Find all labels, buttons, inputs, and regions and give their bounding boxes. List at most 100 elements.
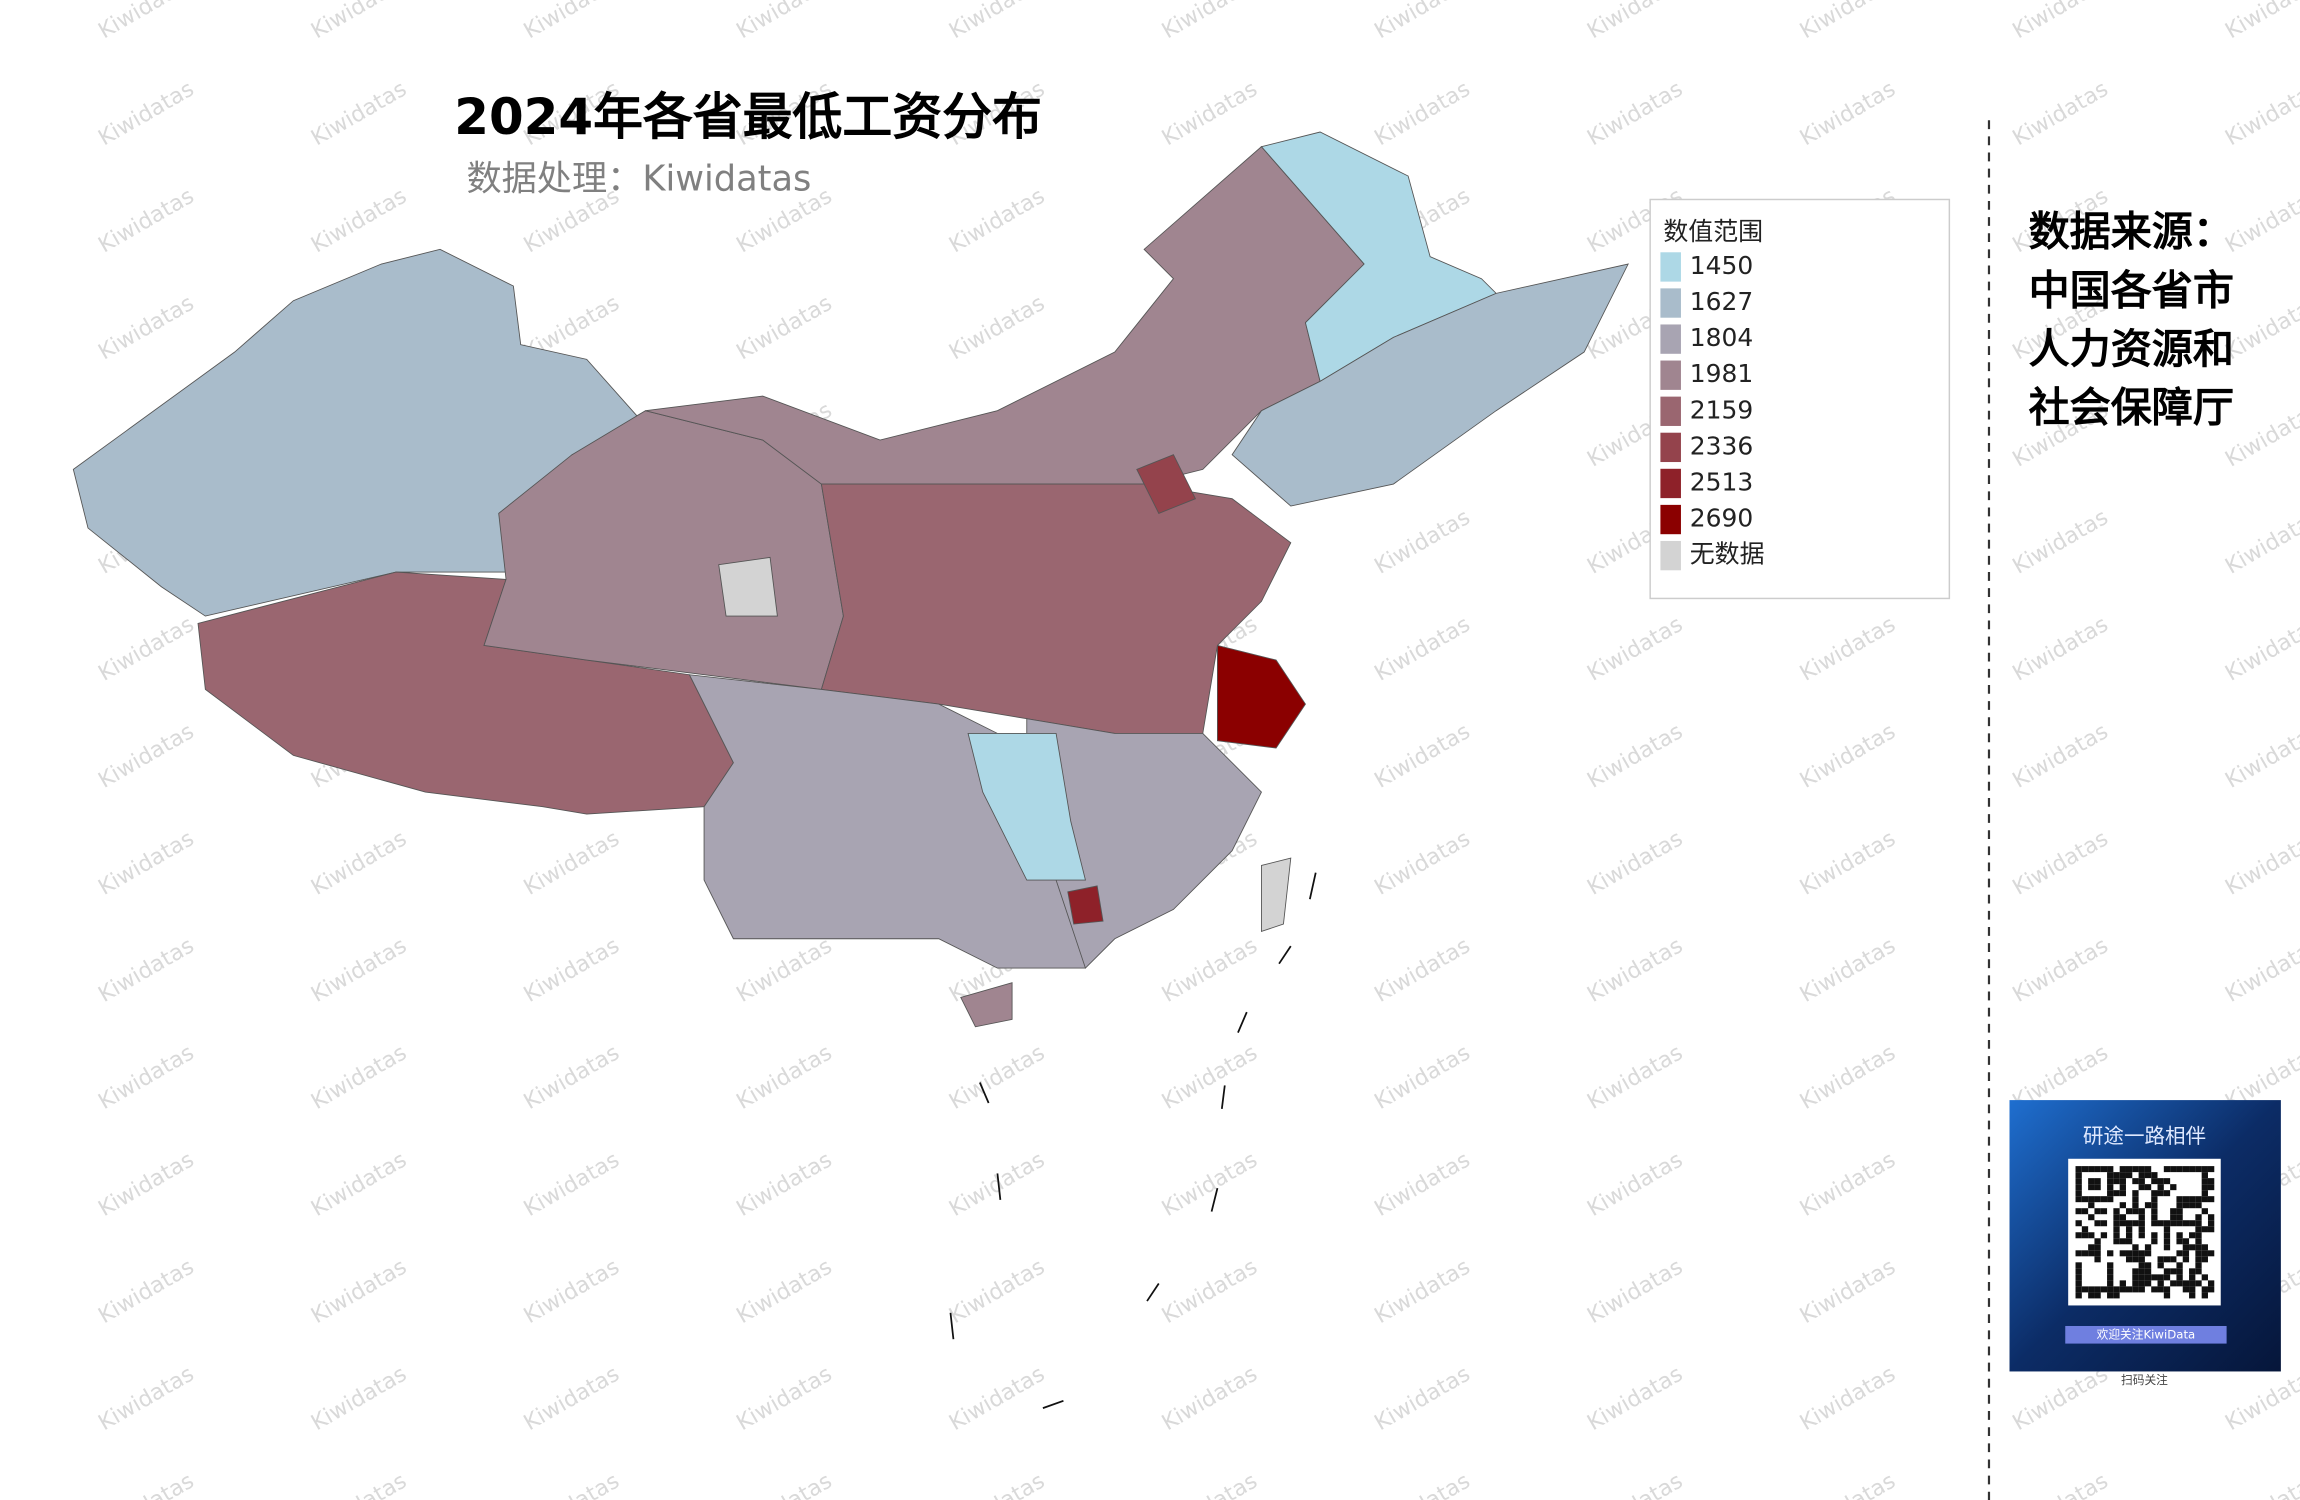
qr-cell xyxy=(2132,1280,2139,1287)
watermark: Kiwidatas xyxy=(1371,1255,1475,1329)
watermark: Kiwidatas xyxy=(1371,826,1475,900)
qr-cell xyxy=(2107,1280,2114,1287)
qr-cell xyxy=(2189,1268,2196,1275)
qr-cell xyxy=(2107,1184,2114,1191)
watermark: Kiwidatas xyxy=(1371,1147,1475,1221)
qr-cell xyxy=(2157,1256,2164,1263)
qr-cell xyxy=(2125,1172,2133,1179)
watermark: Kiwidatas xyxy=(1583,1255,1687,1329)
qr-cell xyxy=(2094,1196,2101,1203)
watermark: Kiwidatas xyxy=(94,933,198,1007)
watermark: Kiwidatas xyxy=(520,1362,624,1436)
qr-cell xyxy=(2163,1256,2171,1263)
qr-cell xyxy=(2132,1208,2139,1215)
qr-cell xyxy=(2144,1184,2152,1191)
legend-label: 无数据 xyxy=(1690,540,1765,569)
qr-cell xyxy=(2201,1286,2208,1293)
qr-cell xyxy=(2113,1286,2120,1293)
watermark: Kiwidatas xyxy=(2009,77,2113,151)
watermark: Kiwidatas xyxy=(2009,826,2113,900)
qr-cell xyxy=(2075,1232,2082,1239)
legend-swatch xyxy=(1660,468,1681,499)
qr-cell xyxy=(2075,1196,2082,1203)
qr-cell xyxy=(2176,1220,2183,1227)
qr-cell xyxy=(2195,1238,2202,1245)
region xyxy=(960,982,1013,1028)
watermark: Kiwidatas xyxy=(2221,0,2300,44)
watermark: Kiwidatas xyxy=(1583,612,1687,686)
watermark: Kiwidatas xyxy=(2221,826,2300,900)
watermark: Kiwidatas xyxy=(1796,1255,1900,1329)
qr-cell xyxy=(2195,1226,2202,1233)
qr-cell xyxy=(2113,1292,2120,1299)
watermark: Kiwidatas xyxy=(945,1255,1049,1329)
watermark: Kiwidatas xyxy=(2221,77,2300,151)
watermark: Kiwidatas xyxy=(520,826,624,900)
watermark: Kiwidatas xyxy=(2221,719,2300,793)
watermark: Kiwidatas xyxy=(94,0,198,44)
qr-cell xyxy=(2119,1184,2126,1191)
legend-label: 1981 xyxy=(1690,359,1753,388)
legend-swatch xyxy=(1660,504,1681,535)
qr-cell xyxy=(2088,1250,2095,1257)
watermark: Kiwidatas xyxy=(2221,1362,2300,1436)
qr-cell xyxy=(2151,1172,2158,1179)
watermark: Kiwidatas xyxy=(94,719,198,793)
qr-cell xyxy=(2088,1166,2095,1173)
qr-cell xyxy=(2157,1286,2164,1293)
qr-cell xyxy=(2113,1238,2120,1245)
qr-cell xyxy=(2094,1166,2101,1173)
qr-cell xyxy=(2189,1232,2196,1239)
qr-cell xyxy=(2176,1208,2183,1215)
qr-cell xyxy=(2132,1286,2139,1293)
qr-cell xyxy=(2176,1214,2183,1221)
qr-cell xyxy=(2170,1268,2177,1275)
region xyxy=(1261,857,1292,933)
qr-cell xyxy=(2144,1274,2152,1281)
qr-cell xyxy=(2088,1202,2095,1209)
watermark: Kiwidatas xyxy=(307,77,411,151)
region xyxy=(1136,454,1197,514)
qr-cell xyxy=(2176,1196,2183,1203)
watermark: Kiwidatas xyxy=(2221,505,2300,579)
region xyxy=(820,483,1292,734)
qr-cell xyxy=(2144,1172,2152,1179)
watermark: Kiwidatas xyxy=(1371,77,1475,151)
qr-cell xyxy=(2088,1196,2095,1203)
watermark: Kiwidatas xyxy=(1583,1469,1687,1500)
qr-pattern xyxy=(2075,1166,2215,1299)
watermark: Kiwidatas xyxy=(1583,1362,1687,1436)
qr-cell xyxy=(2125,1238,2133,1245)
qr-cell xyxy=(2182,1202,2190,1209)
qr-cell xyxy=(2100,1208,2108,1215)
qr-cell xyxy=(2075,1166,2082,1173)
qr-cell xyxy=(2125,1250,2133,1257)
watermark: Kiwidatas xyxy=(732,933,836,1007)
legend: 数值范围 1450 1627 1804 1981 2159 2336 2513 2690 无数据 xyxy=(1649,198,1951,600)
legend-title: 数值范围 xyxy=(1663,217,1763,246)
qr-cell xyxy=(2182,1220,2190,1227)
qr-cell xyxy=(2094,1244,2101,1251)
qr-cell xyxy=(2176,1238,2183,1245)
qr-cell xyxy=(2207,1196,2215,1203)
watermark: Kiwidatas xyxy=(94,1255,198,1329)
qr-cell xyxy=(2144,1280,2152,1287)
qr-cell xyxy=(2207,1286,2215,1293)
qr-cell xyxy=(2119,1178,2126,1185)
watermark: Kiwidatas xyxy=(1583,719,1687,793)
qr-cell xyxy=(2081,1196,2089,1203)
qr-cell xyxy=(2132,1250,2139,1257)
qr-cell xyxy=(2081,1286,2089,1293)
qr-card: 研途一路相伴 欢迎关注KiwiData 扫码关注 xyxy=(2009,1100,2281,1387)
watermark: Kiwidatas xyxy=(1371,1469,1475,1500)
qr-cell xyxy=(2201,1256,2208,1263)
qr-cell xyxy=(2125,1226,2133,1233)
qr-cell xyxy=(2157,1190,2164,1197)
qr-cell xyxy=(2100,1220,2108,1227)
qr-cell xyxy=(2107,1274,2114,1281)
qr-cell xyxy=(2094,1208,2101,1215)
watermark: Kiwidatas xyxy=(307,1040,411,1114)
watermark: Kiwidatas xyxy=(2009,1362,2113,1436)
qr-cell xyxy=(2201,1250,2208,1257)
qr-cell xyxy=(2088,1244,2095,1251)
